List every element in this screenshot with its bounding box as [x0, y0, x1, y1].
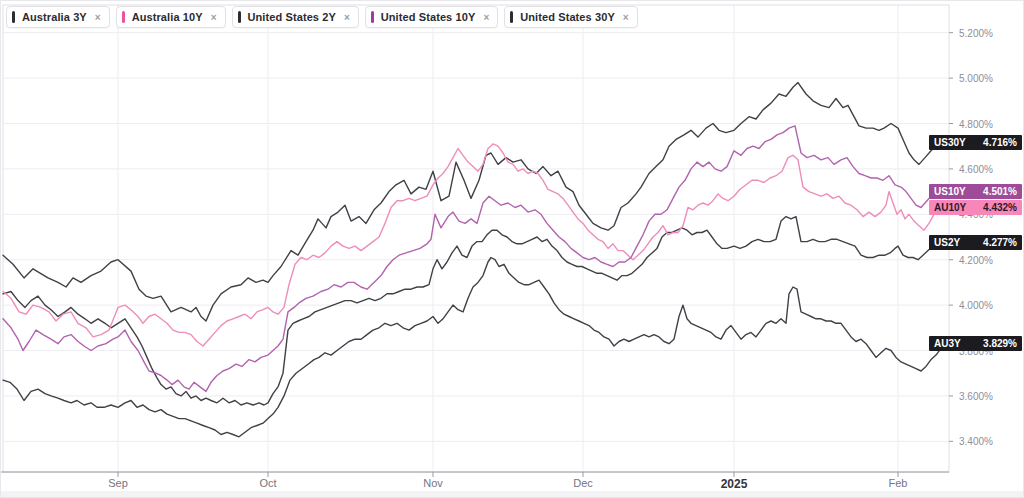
last-value-badge-au3y: AU3Y 3.829%: [929, 336, 1022, 351]
x-axis-label: Nov: [423, 477, 443, 489]
chart-plot-area: [1, 1, 1024, 498]
series-color-bar-icon: [12, 11, 15, 23]
badge-series-label: US2Y: [934, 237, 960, 248]
y-axis-label: 4.600%: [959, 163, 993, 174]
last-value-badge-us2y: US2Y 4.277%: [929, 235, 1022, 250]
y-axis-label: 3.600%: [959, 390, 993, 401]
series-color-bar-icon: [122, 11, 125, 23]
plot-border: [3, 5, 949, 472]
series-color-bar-icon: [510, 11, 513, 23]
badge-series-label: AU10Y: [934, 202, 966, 213]
series-chip-label: United States 30Y: [520, 11, 615, 23]
badge-series-label: AU3Y: [934, 338, 961, 349]
x-axis-label: Feb: [889, 477, 908, 489]
chip-close-icon[interactable]: ×: [95, 12, 101, 23]
series-chip-label: Australia 10Y: [132, 11, 203, 23]
series-chip-australia-3y[interactable]: Australia 3Y ×: [6, 6, 110, 28]
yield-chart-widget: Australia 3Y×Australia 10Y×United States…: [0, 0, 1024, 498]
series-chip-united-states-2y[interactable]: United States 2Y ×: [232, 6, 359, 28]
series-line-au3y[interactable]: [3, 258, 949, 437]
y-axis-label: 4.800%: [959, 118, 993, 129]
badge-value: 4.716%: [983, 137, 1017, 148]
y-axis-label: 5.200%: [959, 27, 993, 38]
series-color-bar-icon: [238, 11, 241, 23]
badge-series-label: US10Y: [934, 186, 966, 197]
x-axis-label: Dec: [573, 477, 593, 489]
series-line-us30y[interactable]: [3, 83, 949, 321]
badge-series-label: US30Y: [934, 137, 966, 148]
series-chip-united-states-10y[interactable]: United States 10Y ×: [365, 6, 498, 28]
chip-close-icon[interactable]: ×: [344, 12, 350, 23]
badge-value: 4.432%: [983, 202, 1017, 213]
y-axis-label: 5.000%: [959, 73, 993, 84]
bottom-strip: [1, 491, 1023, 497]
chip-close-icon[interactable]: ×: [623, 12, 629, 23]
y-axis-label: 4.000%: [959, 300, 993, 311]
series-color-bar-icon: [371, 11, 374, 23]
chip-close-icon[interactable]: ×: [211, 12, 217, 23]
x-axis-label: 2025: [721, 477, 748, 491]
last-value-badge-us30y: US30Y 4.716%: [929, 135, 1022, 150]
series-chip-label: Australia 3Y: [22, 11, 87, 23]
series-line-au10y[interactable]: [3, 144, 949, 346]
last-value-badge-au10y: AU10Y 4.432%: [929, 200, 1022, 215]
x-axis-label: Oct: [259, 477, 276, 489]
badge-value: 3.829%: [983, 338, 1017, 349]
x-axis-label: Sep: [108, 477, 128, 489]
series-chip-united-states-30y[interactable]: United States 30Y ×: [504, 6, 637, 28]
badge-value: 4.501%: [983, 186, 1017, 197]
series-chip-row: Australia 3Y×Australia 10Y×United States…: [6, 6, 638, 28]
y-axis-label: 4.200%: [959, 254, 993, 265]
chip-close-icon[interactable]: ×: [483, 12, 489, 23]
badge-value: 4.277%: [983, 237, 1017, 248]
series-chip-label: United States 2Y: [248, 11, 336, 23]
y-axis-label: 3.400%: [959, 436, 993, 447]
series-chip-australia-10y[interactable]: Australia 10Y ×: [116, 6, 226, 28]
series-chip-label: United States 10Y: [381, 11, 476, 23]
last-value-badge-us10y: US10Y 4.501%: [929, 184, 1022, 199]
series-line-us2y[interactable]: [3, 217, 949, 405]
